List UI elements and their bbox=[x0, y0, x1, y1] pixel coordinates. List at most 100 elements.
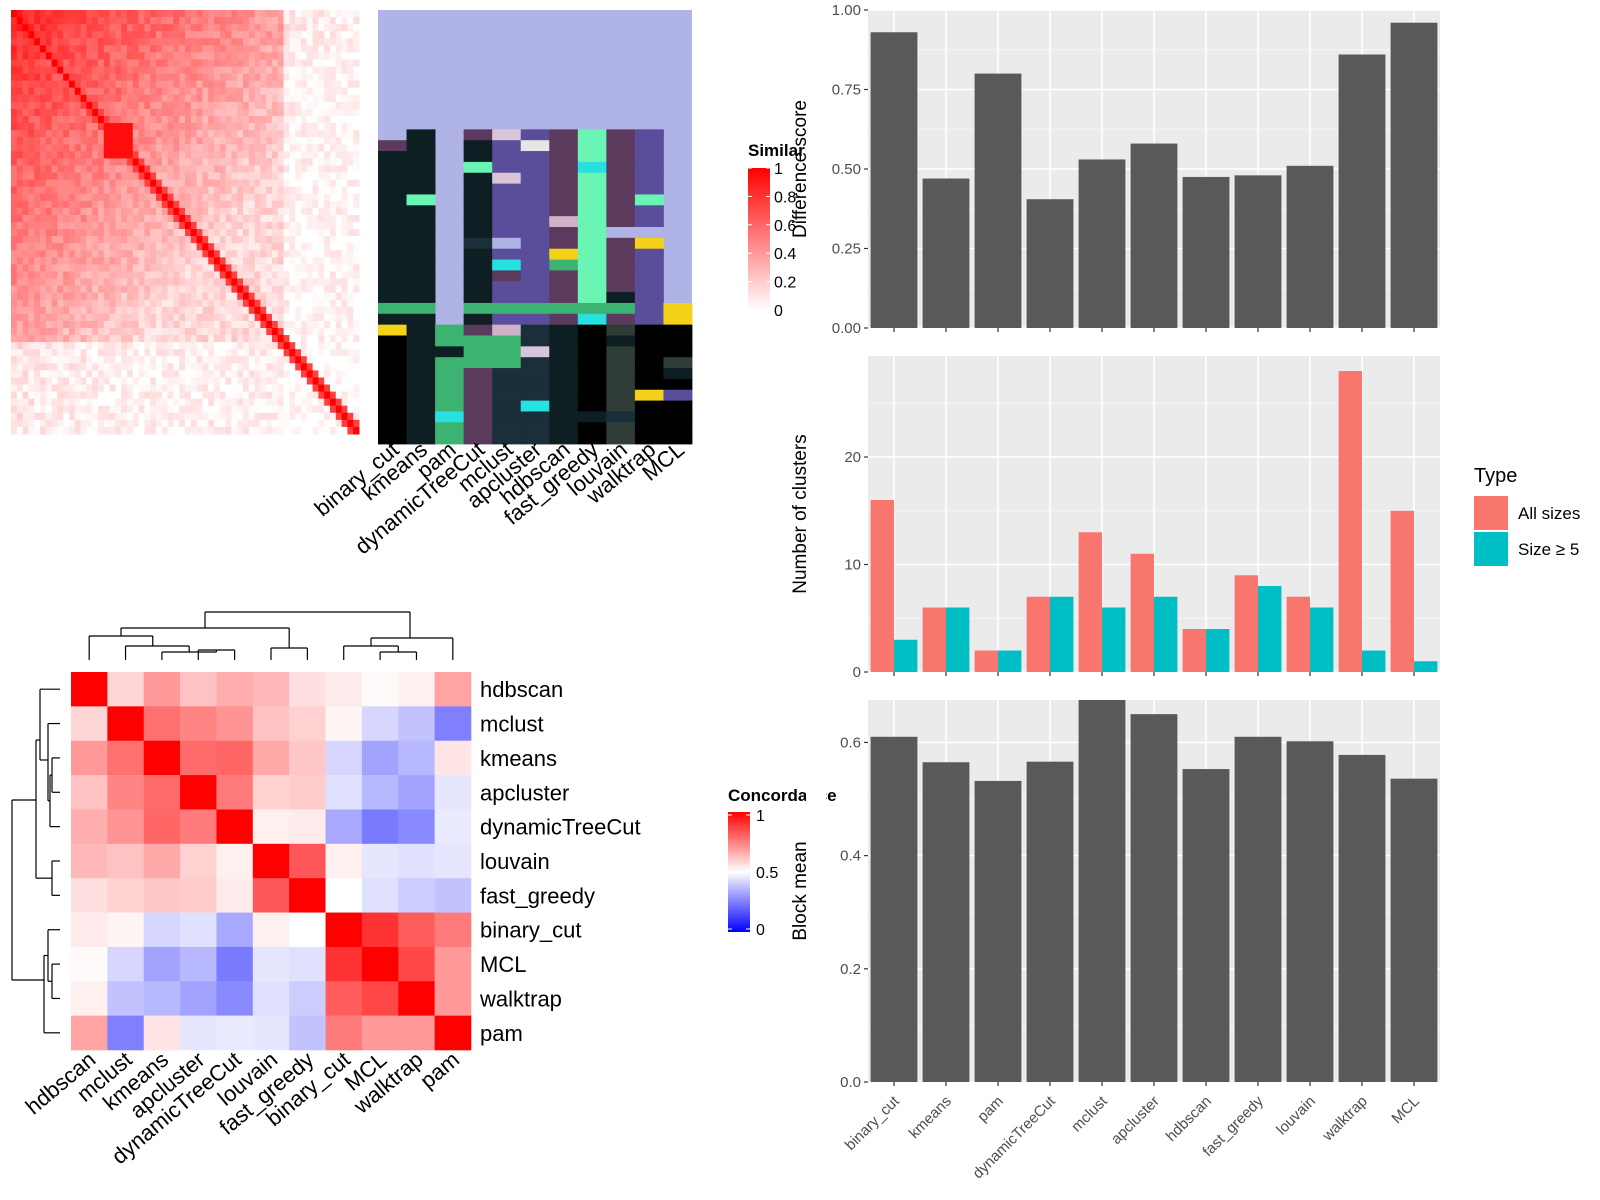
similarity-cell bbox=[16, 80, 24, 89]
similarity-cell bbox=[237, 144, 244, 152]
similarity-cell bbox=[40, 250, 47, 258]
similarity-cell bbox=[115, 328, 122, 336]
similarity-cell bbox=[185, 306, 192, 315]
similarity-cell bbox=[34, 45, 41, 53]
similarity-cell bbox=[277, 52, 285, 60]
similarity-cell bbox=[219, 342, 227, 350]
similarity-cell bbox=[51, 285, 58, 294]
similarity-cell bbox=[341, 165, 348, 174]
cluster-cell bbox=[634, 281, 664, 293]
cluster-cell bbox=[406, 140, 436, 152]
similarity-cell bbox=[127, 31, 134, 39]
similarity-cell bbox=[225, 349, 232, 357]
similarity-cell bbox=[156, 229, 163, 237]
similarity-cell bbox=[260, 73, 267, 82]
similarity-cell bbox=[86, 38, 93, 46]
concordance-cell bbox=[289, 775, 326, 810]
similarity-cell bbox=[80, 313, 87, 322]
similarity-cell bbox=[167, 285, 174, 294]
similarity-cell bbox=[28, 391, 35, 400]
similarity-cell bbox=[74, 426, 82, 435]
similarity-cell bbox=[306, 101, 314, 110]
similarity-cell bbox=[92, 200, 99, 209]
similarity-cell bbox=[266, 356, 273, 364]
similarity-cell bbox=[301, 45, 308, 53]
similarity-cell bbox=[353, 271, 360, 280]
similarity-cell bbox=[11, 222, 18, 230]
similarity-cell bbox=[28, 80, 35, 89]
similarity-cell bbox=[173, 236, 180, 244]
similarity-cell bbox=[248, 137, 256, 145]
similarity-cell bbox=[312, 151, 319, 159]
similarity-cell bbox=[167, 278, 174, 287]
similarity-cell bbox=[63, 151, 70, 159]
similarity-cell bbox=[138, 419, 145, 428]
similarity-cell bbox=[353, 278, 360, 287]
similarity-cell bbox=[63, 207, 70, 216]
similarity-cell bbox=[115, 94, 122, 103]
similarity-cell bbox=[330, 264, 337, 272]
similarity-cell bbox=[69, 94, 76, 103]
similarity-cell bbox=[237, 137, 244, 145]
similarity-cell bbox=[63, 165, 70, 174]
similarity-cell bbox=[301, 193, 308, 202]
similarity-cell bbox=[115, 101, 122, 110]
similarity-cell bbox=[306, 165, 314, 174]
similarity-cell bbox=[347, 172, 354, 181]
similarity-cell bbox=[16, 52, 24, 60]
similarity-cell bbox=[34, 116, 41, 124]
cluster-cell bbox=[577, 368, 607, 380]
similarity-cell bbox=[225, 59, 232, 68]
bar bbox=[1026, 596, 1050, 672]
similarity-cell bbox=[132, 200, 140, 209]
similarity-cell bbox=[248, 108, 256, 117]
similarity-cell bbox=[121, 229, 128, 237]
similarity-cell bbox=[34, 94, 41, 103]
similarity-cell bbox=[109, 419, 116, 428]
similarity-cell bbox=[86, 45, 93, 53]
similarity-cell bbox=[127, 384, 134, 393]
concordance-cell bbox=[398, 878, 435, 913]
similarity-cell bbox=[161, 222, 169, 230]
similarity-cell bbox=[272, 137, 279, 145]
similarity-cell bbox=[115, 31, 122, 39]
similarity-cell bbox=[86, 52, 93, 60]
similarity-cell bbox=[208, 222, 215, 230]
similarity-cell bbox=[289, 45, 296, 53]
similarity-cell bbox=[283, 31, 290, 39]
similarity-cell bbox=[225, 377, 232, 386]
similarity-cell bbox=[80, 405, 87, 414]
similarity-cell bbox=[266, 130, 273, 138]
similarity-cell bbox=[167, 116, 174, 124]
concordance-row-label: louvain bbox=[480, 849, 550, 874]
similarity-cell bbox=[289, 108, 296, 117]
similarity-cell bbox=[115, 66, 122, 75]
similarity-cell bbox=[121, 31, 128, 39]
similarity-cell bbox=[74, 391, 82, 400]
similarity-cell bbox=[22, 186, 29, 195]
similarity-cell bbox=[283, 391, 290, 400]
similarity-cell bbox=[202, 87, 209, 96]
similarity-cell bbox=[190, 172, 198, 181]
similarity-heatmap bbox=[11, 10, 360, 435]
concordance-cell bbox=[252, 706, 290, 742]
similarity-cell bbox=[103, 144, 111, 152]
similarity-cell bbox=[277, 80, 285, 89]
similarity-cell bbox=[202, 108, 209, 117]
concordance-cell bbox=[434, 1015, 472, 1051]
similarity-cell bbox=[127, 328, 134, 336]
similarity-cell bbox=[202, 271, 209, 280]
cluster-cell bbox=[663, 346, 693, 358]
similarity-cell bbox=[138, 222, 145, 230]
concordance-cell bbox=[180, 912, 217, 948]
similarity-cell bbox=[98, 179, 105, 188]
similarity-cell bbox=[16, 66, 24, 75]
similarity-cell bbox=[260, 101, 267, 110]
similarity-cell bbox=[127, 144, 134, 152]
similarity-cell bbox=[289, 186, 296, 195]
similarity-cell bbox=[86, 59, 93, 68]
similarity-cell bbox=[335, 94, 343, 103]
similarity-cell bbox=[161, 236, 169, 244]
similarity-cell bbox=[86, 391, 93, 400]
similarity-cell bbox=[277, 17, 285, 25]
